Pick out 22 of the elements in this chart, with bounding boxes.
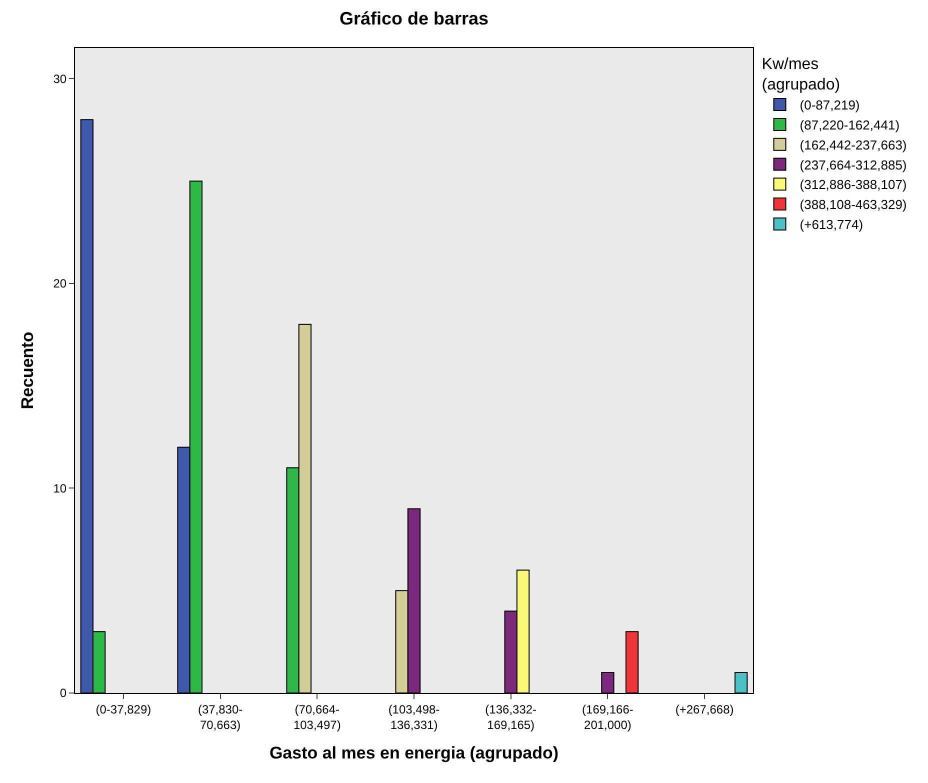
x-tick-label: (136,332- 169,165) — [485, 702, 537, 732]
x-tick-label: (169,166- 201,000) — [582, 702, 634, 732]
legend-label: (312,886-388,107) — [800, 177, 907, 192]
legend-label: (0-87,219) — [800, 98, 860, 113]
x-axis-title: Gasto al mes en energia (agrupado) — [269, 743, 559, 762]
x-tick-label: (+267,668) — [675, 702, 734, 716]
y-tick-label: 20 — [53, 276, 67, 291]
y-tick-label: 30 — [53, 72, 67, 86]
y-tick-label: 10 — [53, 481, 67, 496]
y-axis-title: Recuento — [18, 332, 37, 410]
x-tick-label: (70,664- 103,497) — [293, 702, 341, 732]
legend-label: (87,220-162,441) — [800, 118, 900, 133]
legend-label: (388,108-463,329) — [800, 197, 907, 212]
y-tick-label: 0 — [60, 686, 67, 700]
legend-title: Kw/mes (agrupado) — [762, 56, 840, 94]
x-tick-label: (103,498- 136,331) — [388, 702, 440, 732]
x-tick-label: (37,830- 70,663) — [198, 702, 243, 732]
x-tick-label: (0-37,829) — [96, 702, 152, 716]
legend-label: (237,664-312,885) — [800, 157, 907, 172]
legend-label: (+613,774) — [800, 217, 864, 232]
chart-title: Gráfico de barras — [339, 8, 489, 28]
legend-label: (162,442-237,663) — [800, 137, 907, 152]
